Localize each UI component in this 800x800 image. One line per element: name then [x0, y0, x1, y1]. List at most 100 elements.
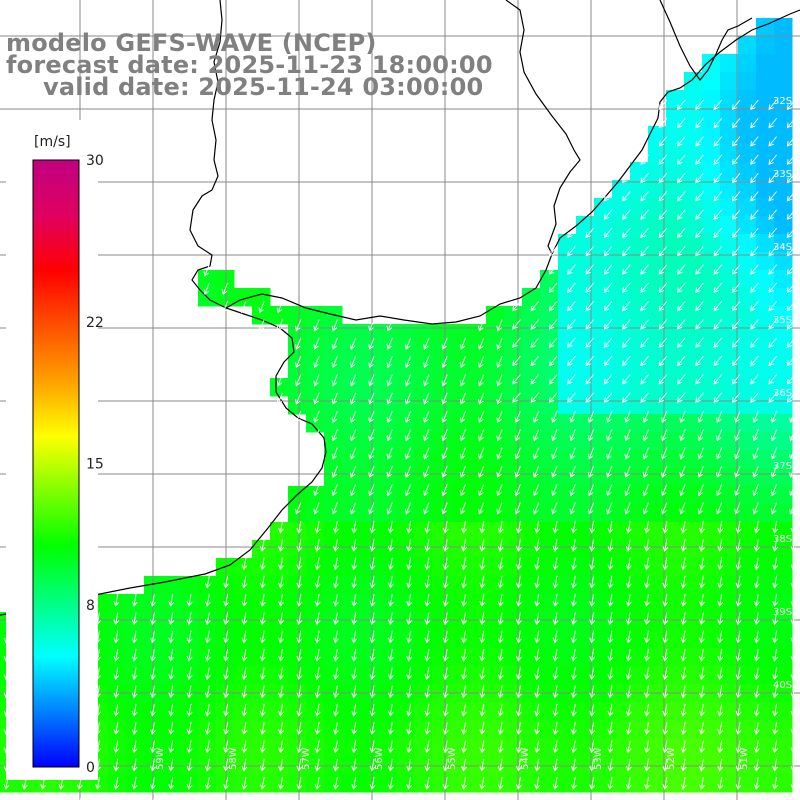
speed-cell: [576, 378, 595, 397]
speed-cell: [774, 90, 793, 109]
speed-cell: [720, 162, 739, 181]
wind-arrow-shaft: [591, 557, 595, 570]
wind-arrow-head: [496, 325, 502, 332]
wind-arrow-head: [150, 692, 156, 699]
wind-arrow-head: [387, 619, 394, 626]
speed-cell: [360, 720, 379, 739]
speed-cell: [378, 702, 397, 721]
wind-arrow-head: [713, 287, 720, 294]
wind-arrow-head: [735, 546, 742, 552]
wind-arrow-head: [497, 601, 504, 607]
wind-arrow-head: [186, 637, 193, 644]
wind-arrow-head: [314, 674, 321, 680]
wind-arrow-shaft: [713, 264, 723, 275]
wind-arrow-shaft: [572, 685, 576, 698]
wind-arrow-shaft: [774, 594, 778, 606]
wind-arrow-head: [570, 747, 577, 754]
speed-cell: [774, 486, 793, 505]
wind-arrow-shaft: [700, 557, 704, 570]
wind-arrow-shaft: [661, 410, 668, 423]
speed-cell: [324, 450, 343, 469]
speed-cell: [702, 630, 721, 649]
wind-arrow-shaft: [115, 648, 119, 661]
wind-arrow-shaft: [591, 539, 595, 552]
wind-arrow-shaft: [591, 575, 595, 588]
wind-arrow-head: [496, 508, 502, 515]
wind-arrow-shaft: [426, 722, 430, 735]
wind-arrow-shaft: [369, 356, 375, 368]
wind-arrow-shaft: [517, 667, 521, 680]
wind-arrow-head: [276, 398, 283, 405]
wind-arrow-head: [168, 692, 175, 699]
speed-cell: [612, 594, 631, 613]
speed-cell: [612, 180, 631, 199]
wind-arrow-head: [735, 710, 742, 717]
speed-cell: [432, 450, 451, 469]
wind-arrow-shaft: [222, 282, 229, 295]
wind-arrow-shaft: [371, 685, 375, 698]
coastline: [0, 0, 800, 616]
wind-arrow-shaft: [133, 722, 137, 735]
speed-cell: [234, 594, 253, 613]
wind-arrow-head: [351, 546, 358, 552]
wind-arrow-shaft: [622, 337, 631, 348]
speed-cell: [684, 450, 703, 469]
speed-cell: [324, 522, 343, 541]
speed-cell: [684, 360, 703, 379]
wind-arrow-shaft: [530, 301, 540, 311]
wind-arrow-shaft: [609, 667, 613, 680]
speed-cell: [576, 756, 595, 775]
speed-cell: [594, 612, 613, 631]
speed-cell: [702, 414, 721, 433]
speed-cell: [648, 540, 667, 559]
wind-arrow-head: [296, 582, 303, 589]
wind-arrow-head: [753, 564, 760, 571]
wind-arrow-head: [753, 582, 760, 589]
wind-arrow-head: [570, 637, 577, 644]
speed-cell: [540, 540, 559, 559]
speed-cell: [720, 180, 739, 199]
speed-cell: [630, 720, 649, 739]
wind-arrow-shaft: [737, 539, 741, 552]
wind-arrow-head: [441, 362, 448, 369]
wind-arrow-shaft: [517, 740, 521, 753]
wind-arrow-head: [717, 546, 724, 552]
wind-arrow-shaft: [391, 795, 393, 800]
speed-cell: [720, 522, 739, 541]
speed-cell: [666, 216, 685, 235]
wind-arrow-head: [640, 177, 646, 184]
wind-arrow-shaft: [206, 703, 210, 716]
wind-arrow-head: [717, 784, 724, 790]
wind-arrow-shaft: [735, 429, 741, 441]
wind-arrow-head: [717, 619, 724, 626]
wind-arrow-shaft: [771, 410, 778, 423]
wind-arrow-head: [131, 655, 138, 662]
speed-cell: [522, 432, 541, 451]
longitude-label: 51W: [739, 747, 750, 770]
wind-arrow-head: [731, 378, 738, 385]
speed-cell: [774, 126, 793, 145]
wind-arrow-shaft: [792, 575, 796, 588]
wind-arrow-head: [131, 784, 138, 790]
wind-arrow-head: [713, 140, 720, 147]
wind-arrow-shaft: [334, 539, 338, 552]
wind-arrow-shaft: [442, 447, 448, 460]
wind-arrow-head: [622, 250, 628, 257]
wind-arrow-head: [223, 765, 230, 772]
wind-arrow-shaft: [353, 758, 357, 771]
wind-arrow-shaft: [314, 484, 320, 496]
speed-cell: [324, 396, 343, 415]
speed-cell: [306, 738, 325, 757]
wind-arrow-shaft: [774, 648, 778, 661]
wind-arrow-head: [387, 564, 394, 571]
speed-cell: [396, 756, 415, 775]
wind-arrow-head: [516, 546, 522, 552]
wind-arrow-head: [369, 637, 376, 644]
wind-arrow-shaft: [680, 484, 686, 496]
wind-arrow-head: [368, 325, 374, 332]
speed-cell: [324, 720, 343, 739]
speed-cell: [576, 702, 595, 721]
speed-cell: [612, 342, 631, 361]
wind-arrow-shaft: [604, 355, 613, 366]
wind-arrow-head: [662, 747, 669, 754]
